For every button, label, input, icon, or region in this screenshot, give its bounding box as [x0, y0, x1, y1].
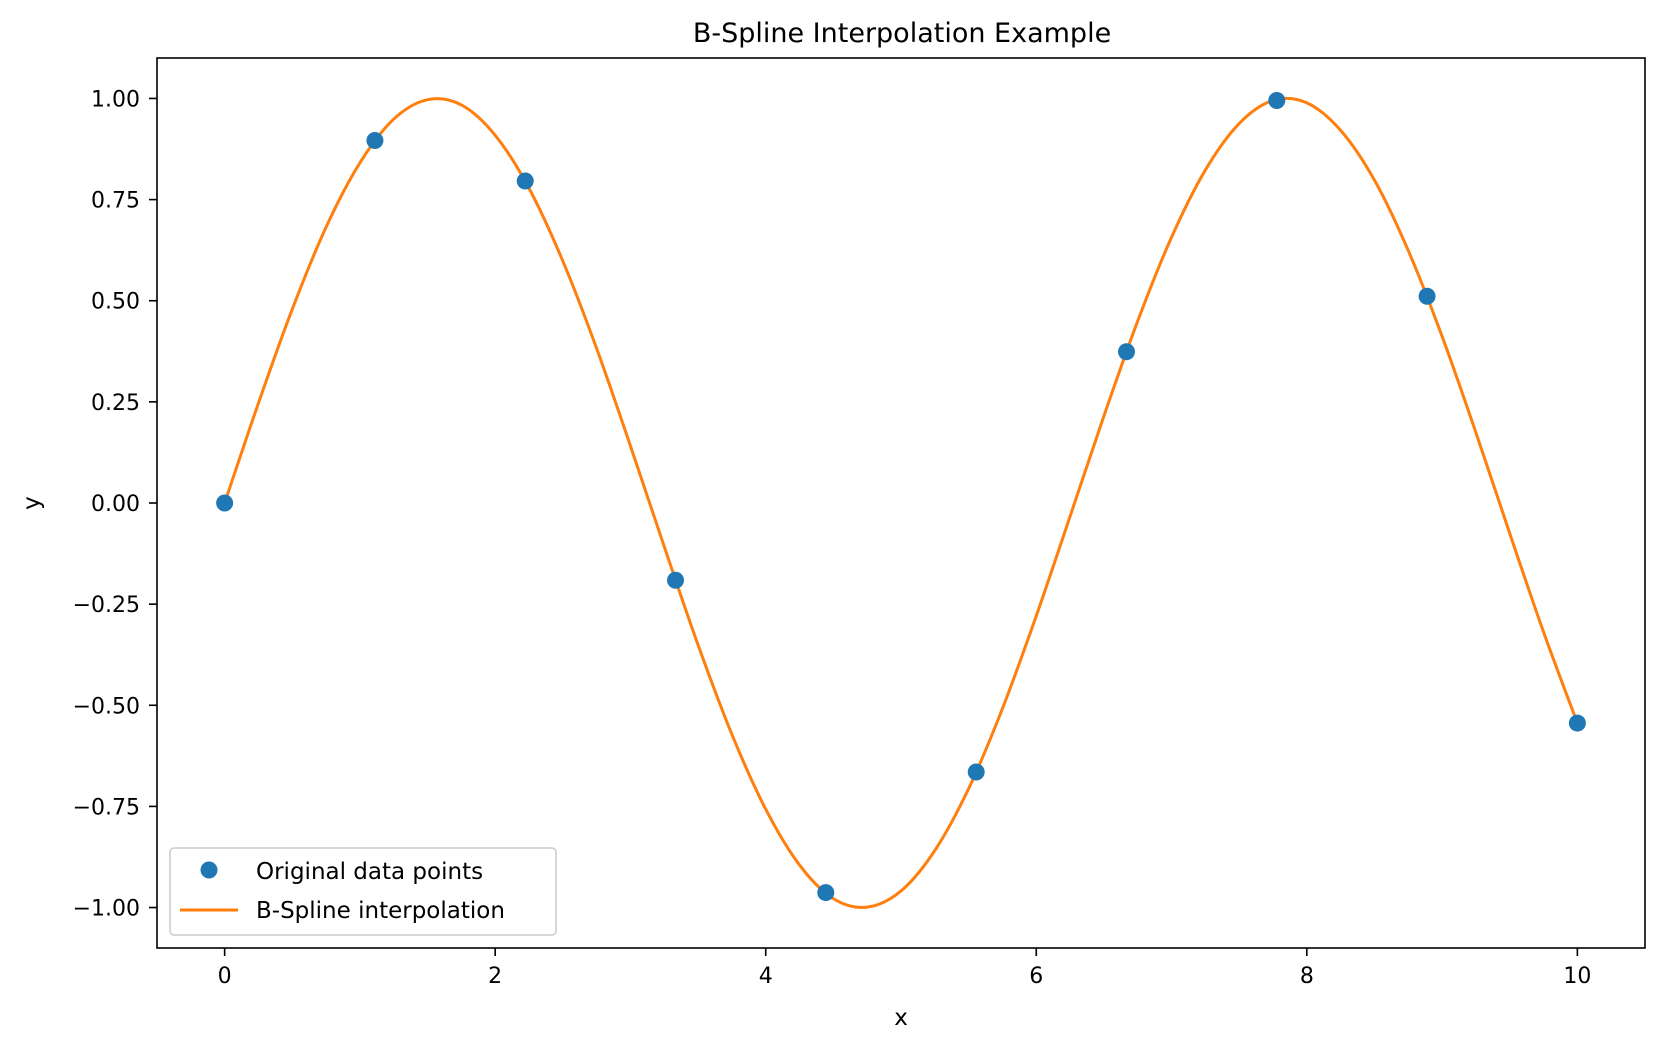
plot-background	[157, 58, 1645, 948]
legend-box	[169, 847, 557, 936]
data-point	[1568, 714, 1586, 732]
data-point	[1117, 343, 1135, 361]
y-tick-label: −0.75	[73, 795, 140, 820]
x-tick-label: 10	[1563, 964, 1591, 989]
data-point	[967, 763, 985, 781]
x-tick-label: 6	[1029, 964, 1043, 989]
y-tick-label: 0.75	[91, 189, 140, 214]
legend-marker-original-data-points	[200, 861, 218, 879]
data-point	[817, 884, 835, 902]
data-point	[667, 571, 685, 589]
x-tick-label: 0	[218, 964, 232, 989]
plot-area	[156, 57, 1646, 949]
data-point	[516, 172, 534, 190]
data-point	[1418, 287, 1436, 305]
y-tick-label: −0.50	[73, 694, 140, 719]
b-spline-interpolation-line	[222, 96, 1580, 909]
y-tick-label: 0.50	[91, 290, 140, 315]
y-tick-label: 0.00	[91, 492, 140, 517]
x-tick-label: 2	[488, 964, 502, 989]
data-point	[216, 494, 234, 512]
data-point	[1268, 91, 1286, 109]
x-tick-label: 4	[759, 964, 773, 989]
y-axis: −1.00 −0.75 −0.50 −0.25 0.00 0.25 0.50 0.75 1.00	[73, 87, 157, 922]
y-tick-label: −0.25	[73, 593, 140, 618]
legend-label-b-spline-interpolation: B-Spline interpolation	[256, 898, 505, 924]
x-axis-label: x	[894, 1005, 908, 1031]
y-tick-label: 0.25	[91, 391, 140, 416]
x-axis: 0 2 4 6 8 10	[218, 948, 1591, 989]
y-tick-label: 1.00	[91, 87, 140, 112]
legend-label-original-data-points: Original data points	[256, 859, 483, 885]
y-tick-label: −1.00	[73, 897, 140, 922]
x-tick-label: 8	[1300, 964, 1314, 989]
y-axis-label: y	[19, 496, 45, 510]
legend: Original data points B-Spline interpolat…	[169, 847, 557, 936]
data-point	[366, 132, 384, 150]
series-layer	[216, 91, 1586, 909]
chart-title: B-Spline Interpolation Example	[693, 18, 1111, 49]
